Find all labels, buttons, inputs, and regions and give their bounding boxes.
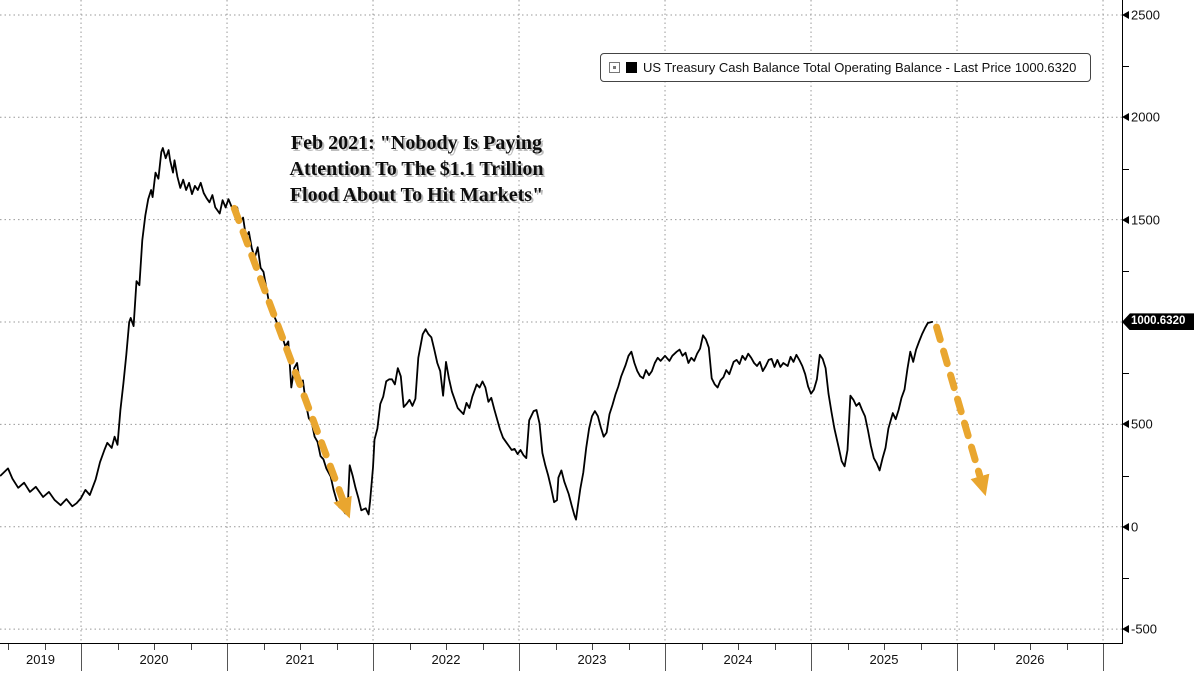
x-axis-quarter-tick [8,644,9,650]
price-line[interactable] [0,147,934,521]
y-axis-tick-arrow-icon [1122,420,1129,429]
y-axis-minor-tick [1122,577,1129,579]
legend-series-marker-icon [626,62,637,73]
x-axis: 2019 2020 2021 2022 2023 2024 2025 2026 [0,643,1194,677]
y-axis-tick-arrow-icon [1122,522,1129,531]
x-axis-year-separator [227,644,228,671]
y-axis-tick-label: 2000 [1131,109,1160,125]
x-axis-quarter-tick [44,644,46,650]
x-axis-quarter-tick [263,644,265,650]
x-axis-quarter-tick [446,644,447,650]
y-axis-tick-arrow-icon [1122,215,1129,224]
y-axis-minor-tick [1122,168,1129,170]
x-axis-year-label: 2020 [139,652,169,667]
y-axis-tick-label: 2500 [1131,7,1160,23]
x-axis-quarter-tick [774,644,776,650]
x-axis-quarter-tick [738,644,739,650]
chart-annotation: Feb 2021: "Nobody Is Paying Attention To… [244,130,589,208]
x-axis-year-label: 2022 [431,652,461,667]
y-axis-tick-label: 500 [1131,416,1153,432]
y-axis-tick-arrow-icon [1122,10,1129,19]
y-axis-minor-tick [1122,270,1129,272]
x-axis-quarter-tick [300,644,301,650]
trend-arrow-2 [933,323,990,497]
x-axis-quarter-tick [884,644,885,650]
y-axis-minor-tick [1122,66,1129,68]
x-axis-year-separator [665,644,666,671]
x-axis-quarter-tick [409,644,411,650]
y-axis-tick-label: -500 [1131,621,1158,637]
x-axis-quarter-tick [1030,644,1031,650]
last-price-badge: 1000.6320 [1122,313,1194,331]
x-axis-year-label: 2023 [577,652,607,667]
x-axis-year-label: 2024 [723,652,753,667]
x-axis-year-label: 2026 [1015,652,1045,667]
x-axis-quarter-tick [336,644,338,650]
x-axis-quarter-tick [482,644,484,650]
x-axis-year-label: 2019 [26,652,55,667]
y-axis-tick-label: 0 [1131,519,1139,535]
legend-label: US Treasury Cash Balance Total Operating… [643,60,1077,75]
y-axis: 1000.6320 2500 2000 1500 500 0 -500 [1122,0,1194,677]
x-axis-quarter-tick [701,644,703,650]
x-axis-quarter-tick [555,644,557,650]
x-axis-quarter-tick [117,644,119,650]
y-axis-minor-tick [1122,475,1129,477]
x-axis-quarter-tick [628,644,630,650]
x-axis-year-separator [957,644,958,671]
legend[interactable]: US Treasury Cash Balance Total Operating… [600,53,1091,82]
x-axis-quarter-tick [592,644,593,650]
x-axis-year-label: 2025 [869,652,899,667]
annotation-line-2: Attention To The $1.1 Trillion [289,158,544,180]
y-axis-tick-arrow-icon [1122,113,1129,122]
x-axis-quarter-tick [1066,644,1068,650]
x-axis-year-label: 2021 [285,652,315,667]
y-axis-tick-label: 1500 [1131,212,1160,228]
x-axis-year-separator [811,644,812,671]
annotation-line-3: Flood About To Hit Markets" [289,184,544,206]
trend-arrow-1 [230,204,352,519]
x-axis-quarter-tick [920,644,922,650]
x-axis-line [0,643,1123,644]
x-axis-quarter-tick [847,644,849,650]
x-axis-year-separator [373,644,374,671]
x-axis-quarter-tick [154,644,155,650]
x-axis-year-separator [1103,644,1104,671]
x-axis-quarter-tick [190,644,192,650]
x-axis-year-separator [519,644,520,671]
annotation-line-1: Feb 2021: "Nobody Is Paying [290,132,543,154]
legend-expand-icon[interactable] [609,62,620,73]
y-axis-tick-arrow-icon [1122,625,1129,634]
x-axis-year-separator [81,644,82,671]
y-axis-minor-tick [1122,373,1129,375]
plot-area [0,0,1122,643]
x-axis-quarter-tick [993,644,995,650]
